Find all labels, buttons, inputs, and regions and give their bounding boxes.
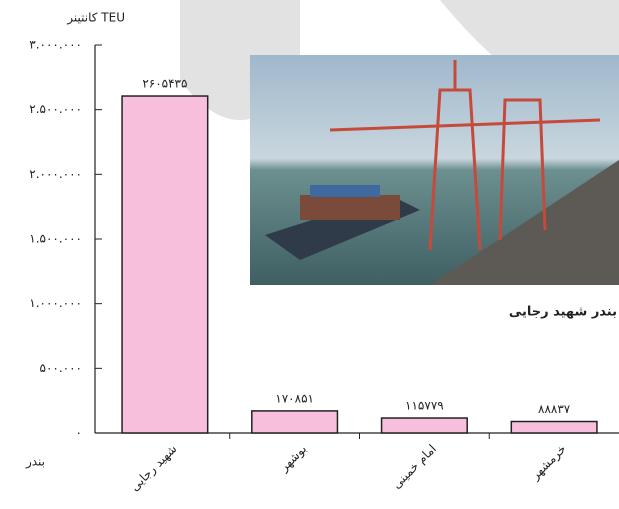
y-tick-label: ۳.۰۰۰.۰۰۰	[29, 38, 82, 52]
x-tick-label: خرمشهر	[527, 442, 569, 484]
bar	[380, 417, 468, 434]
value-label: ۱۷۰۸۵۱	[275, 391, 314, 405]
x-axis-label: بندر	[25, 455, 45, 470]
x-tick-label: امام خمینی	[389, 442, 439, 492]
value-label: ۸۸۸۳۷	[538, 402, 571, 416]
bar	[121, 95, 209, 434]
y-tick-label: ۵۰۰.۰۰۰	[40, 361, 83, 375]
y-tick-label: ۱.۵۰۰.۰۰۰	[29, 232, 82, 246]
y-tick-label: ۱.۰۰۰.۰۰۰	[29, 296, 82, 310]
y-tick-label: ۰	[76, 426, 82, 440]
value-label: ۲۶۰۵۴۳۵	[142, 77, 187, 91]
value-label: ۱۱۵۷۷۹	[405, 399, 444, 413]
photo-caption: بندر شهید رجایی	[509, 305, 617, 320]
y-tick-label: ۲.۰۰۰.۰۰۰	[29, 167, 82, 181]
y-axis-label: کانتینر TEU	[66, 11, 125, 26]
x-tick-label: بوشهر	[276, 442, 310, 476]
bar	[510, 420, 598, 434]
bar	[251, 410, 339, 434]
y-tick-label: ۲.۵۰۰.۰۰۰	[29, 102, 82, 116]
x-tick-label: شهید رجایی	[127, 442, 180, 495]
photo	[250, 55, 619, 285]
